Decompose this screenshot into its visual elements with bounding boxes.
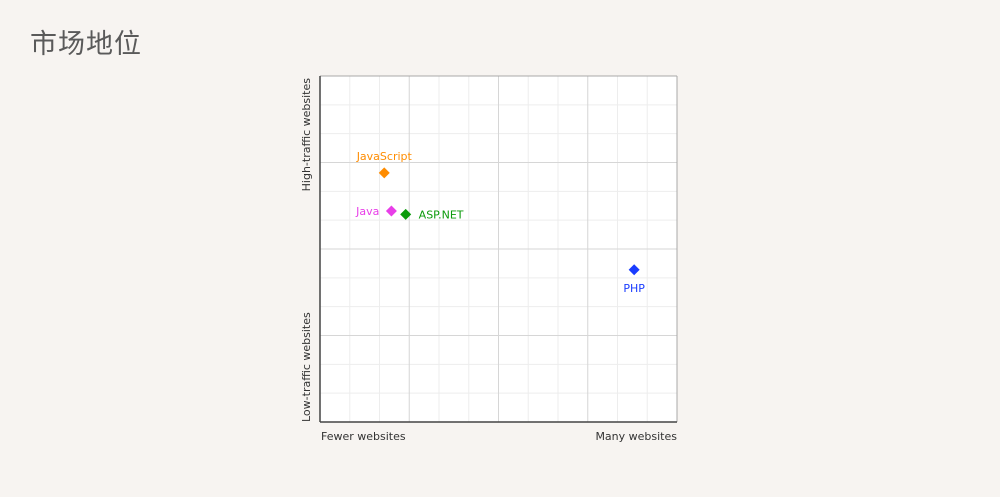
data-label-php: PHP: [623, 282, 645, 295]
data-point-php[interactable]: [628, 264, 640, 276]
y-axis-min-label: Low-traffic websites: [300, 312, 313, 422]
page-title: 市场地位: [30, 29, 142, 60]
x-axis-min-label: Fewer websites: [321, 430, 406, 443]
data-label-java: Java: [355, 205, 379, 218]
y-axis-max-label: High-traffic websites: [300, 78, 313, 192]
x-axis-max-label: Many websites: [595, 430, 677, 443]
data-point-java[interactable]: [385, 205, 397, 217]
data-label-asp-net: ASP.NET: [419, 208, 464, 221]
data-point-javascript[interactable]: [378, 167, 390, 179]
data-label-javascript: JavaScript: [356, 150, 413, 163]
data-point-asp-net[interactable]: [400, 208, 412, 220]
